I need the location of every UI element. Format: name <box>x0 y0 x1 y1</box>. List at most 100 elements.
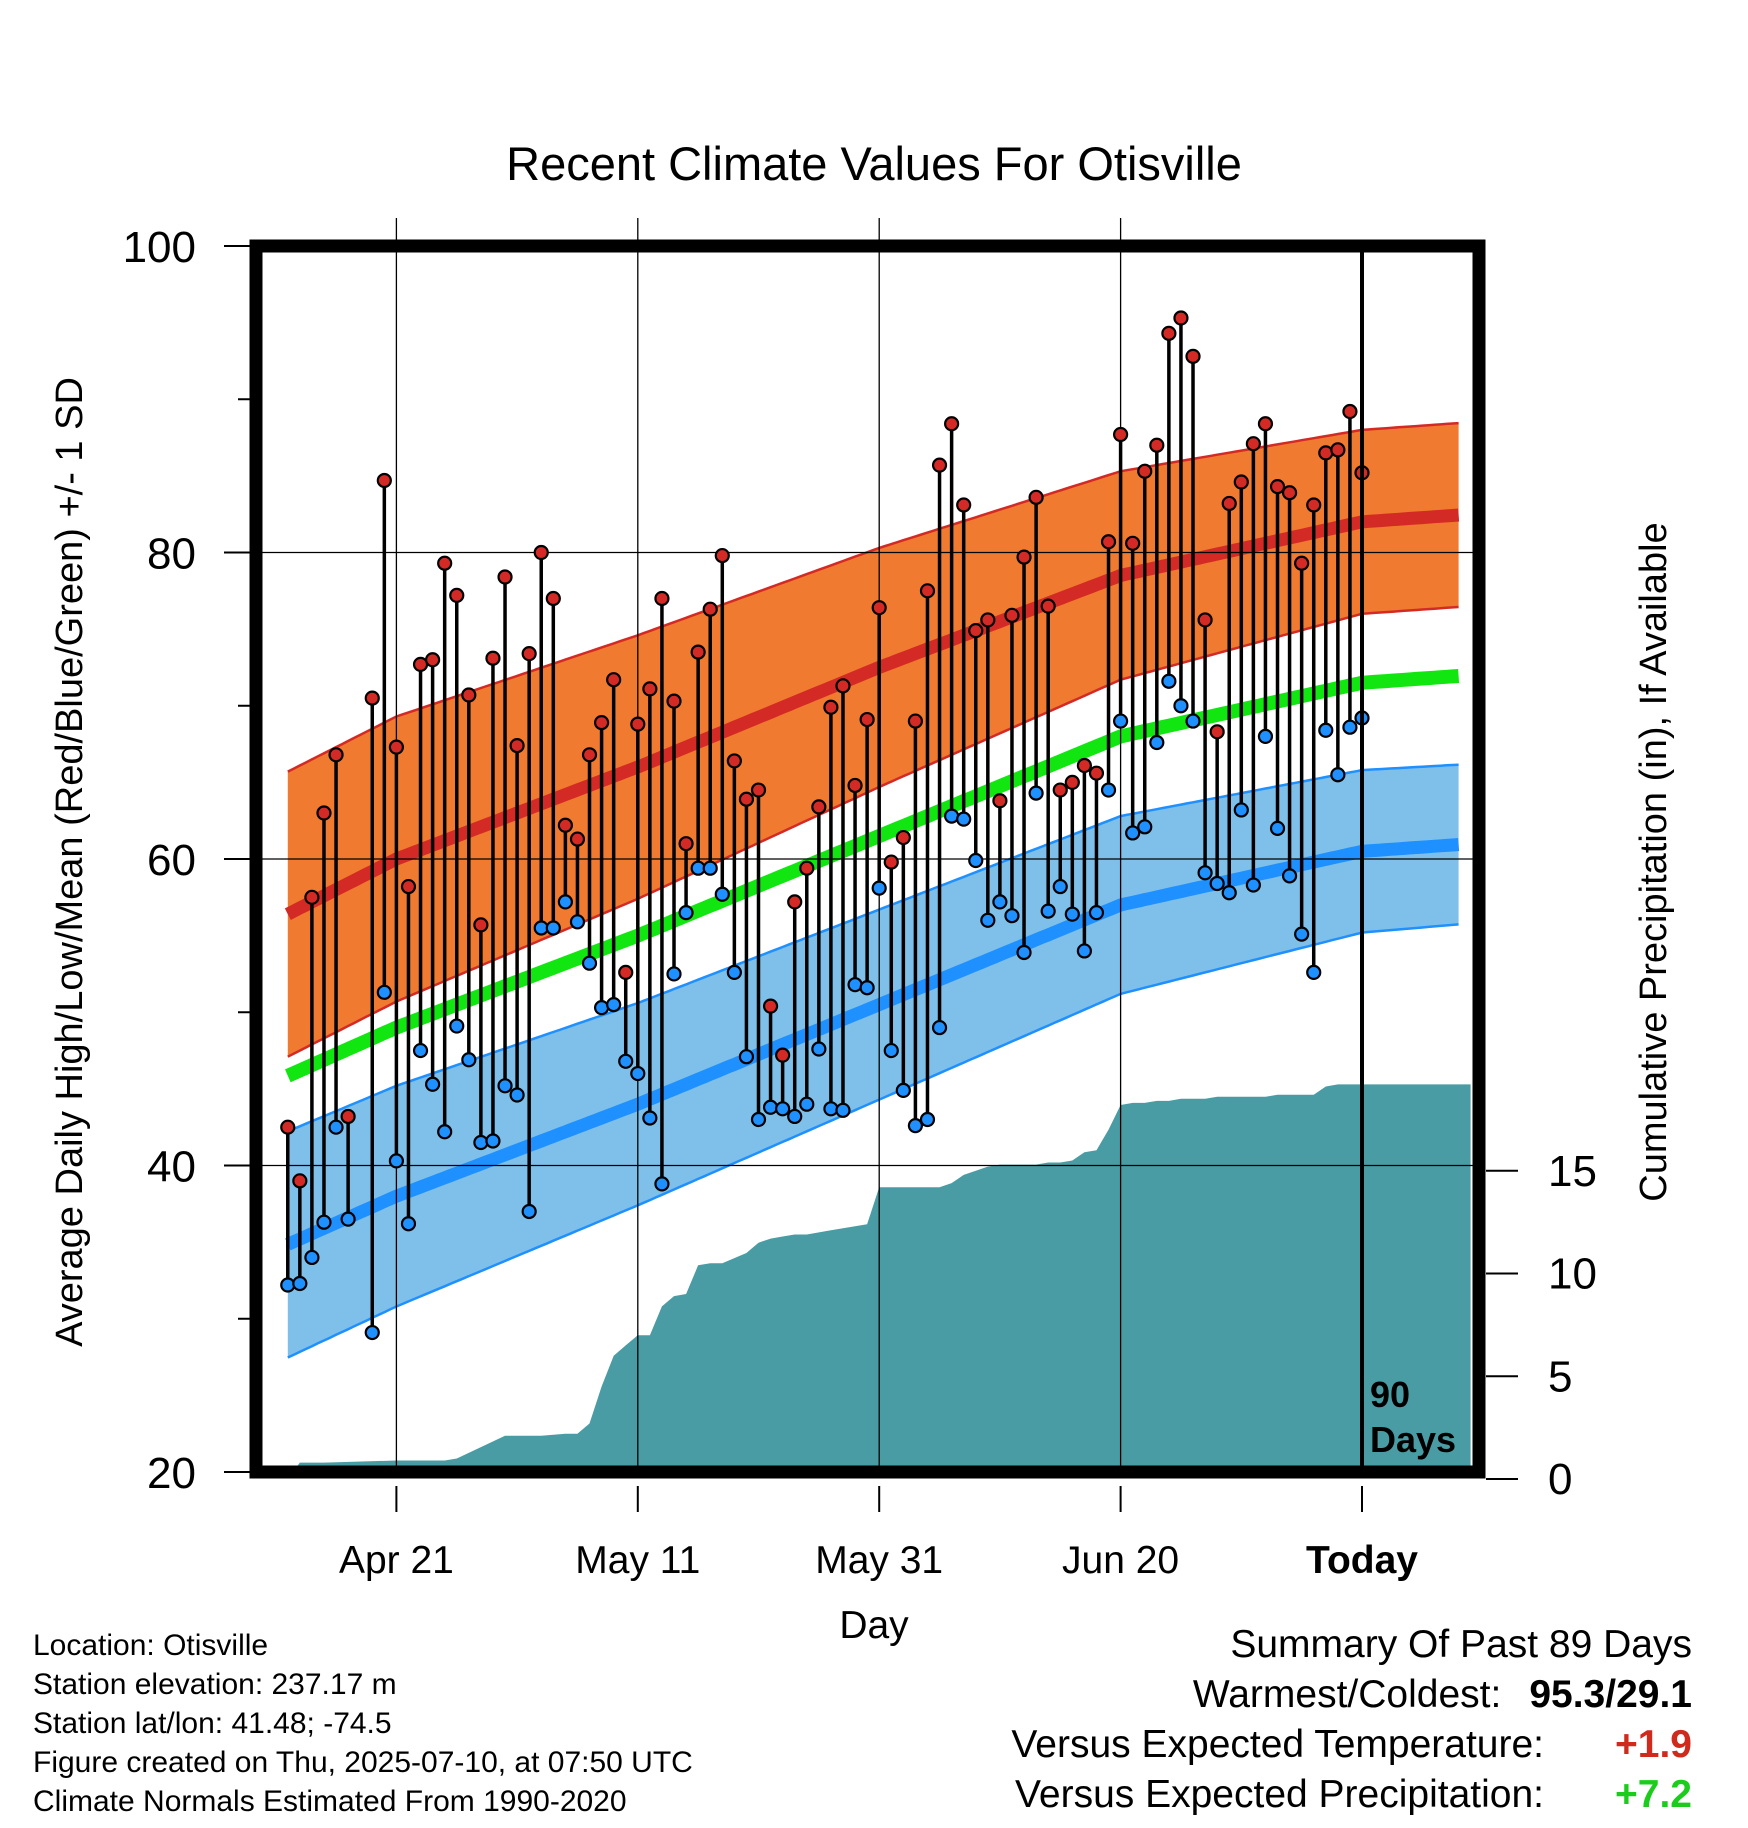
daily-low-point <box>1318 722 1334 738</box>
daily-high-point <box>461 687 477 703</box>
daily-high-point <box>328 747 344 763</box>
y2-axis-label: Cumulative Precipitation (in), If Availa… <box>1633 522 1675 1201</box>
daily-high-point <box>811 799 827 815</box>
daily-low-point <box>473 1134 489 1151</box>
daily-low-point <box>799 1096 815 1112</box>
y-tick-label: 60 <box>147 836 196 885</box>
daily-high-point <box>593 715 610 731</box>
daily-high-point <box>1294 555 1310 571</box>
daily-low-point <box>304 1249 320 1266</box>
daily-low-point <box>1197 865 1213 881</box>
daily-high-point <box>425 652 441 668</box>
x-tick-label: Apr 21 <box>339 1539 454 1582</box>
daily-low-point <box>931 1019 948 1036</box>
elevation-text: Station elevation: 237.17 m <box>33 1668 397 1701</box>
daily-low-point <box>956 811 972 827</box>
daily-low-point <box>364 1324 380 1341</box>
summary-warm-cold: Warmest/Coldest: 95.3/29.1 <box>1011 1670 1692 1720</box>
summary-title: Summary Of Past 89 Days <box>1230 1623 1692 1666</box>
daily-low-point <box>1306 964 1322 981</box>
summary-panel: Summary Of Past 89 Days Warmest/Coldest:… <box>1011 1620 1692 1820</box>
plot-frame <box>249 239 1486 1479</box>
daily-low-point <box>750 1111 767 1128</box>
daily-high-point <box>907 713 924 729</box>
daily-low-point <box>1004 908 1020 924</box>
daily-low-point <box>292 1275 308 1292</box>
station-info: Location: Otisville Station elevation: 2… <box>33 1626 693 1821</box>
daily-low-point <box>388 1153 404 1169</box>
daily-low-point <box>376 984 392 1000</box>
daily-high-point <box>1233 474 1249 490</box>
daily-low-point <box>944 808 960 824</box>
y2-tick-label: 5 <box>1548 1352 1572 1401</box>
daily-high-point <box>533 544 549 561</box>
daily-high-point <box>1185 348 1201 364</box>
x-tick-label: Today <box>1306 1539 1418 1582</box>
y-axis-label: Average Daily High/Low/Mean (Red/Blue/Gr… <box>49 377 91 1347</box>
y2-tick-label: 0 <box>1548 1455 1572 1504</box>
daily-high-point <box>509 737 525 754</box>
daily-low-point <box>412 1042 429 1059</box>
x-tick-label: May 11 <box>575 1539 700 1582</box>
low-normal-mean-line <box>285 838 1460 1251</box>
daily-low-point <box>654 1176 670 1192</box>
daily-high-point <box>1306 497 1322 513</box>
y-tick-label: 40 <box>147 1143 196 1192</box>
daily-low-point <box>871 880 887 896</box>
daily-high-point <box>702 601 718 617</box>
x-tick-label: Jun 20 <box>1062 1539 1179 1582</box>
daily-low-point <box>449 1018 465 1034</box>
daily-low-point <box>618 1053 634 1069</box>
daily-low-point <box>1233 802 1249 818</box>
daily-low-point <box>1209 875 1225 892</box>
daily-low-point <box>1221 885 1237 901</box>
daily-high-point <box>980 612 996 628</box>
precip-value: +7.2 <box>1615 1773 1692 1816</box>
daily-high-point <box>775 1047 791 1063</box>
daily-low-point <box>557 894 573 910</box>
chart-title: Recent Climate Values For Otisville <box>506 137 1242 190</box>
daily-low-point <box>787 1108 803 1125</box>
daily-low-point <box>461 1052 477 1068</box>
daily-high-point <box>1318 445 1334 461</box>
daily-high-point <box>1209 724 1225 740</box>
daily-high-point <box>1257 416 1274 432</box>
daily-low-point <box>919 1111 936 1128</box>
daily-low-point <box>400 1216 417 1232</box>
daily-high-point <box>666 693 682 709</box>
latlon-text: Station lat/lon: 41.48; -74.5 <box>33 1707 392 1740</box>
daily-high-point <box>1112 426 1129 443</box>
low-normal-band-upper <box>287 763 1459 1133</box>
daily-high-point <box>1245 436 1261 452</box>
daily-high-point <box>847 777 863 794</box>
daily-high-point <box>883 854 899 870</box>
high-normal-band <box>287 423 1459 1057</box>
daily-high-point <box>437 555 453 571</box>
precip-label: Versus Expected Precipitation: <box>1015 1773 1544 1816</box>
warm-cold-label: Warmest/Coldest: <box>1192 1673 1502 1716</box>
daily-low-point <box>485 1133 501 1149</box>
daily-low-point <box>569 914 586 930</box>
daily-high-point <box>1221 495 1237 512</box>
daily-high-point <box>1137 463 1153 479</box>
daily-low-point <box>1040 903 1056 919</box>
daily-low-point <box>1076 943 1092 959</box>
daily-low-point <box>1137 819 1153 835</box>
daily-low-point <box>678 905 694 921</box>
daily-high-point <box>581 747 598 763</box>
daily-low-point <box>497 1078 513 1094</box>
daily-low-point <box>437 1124 453 1140</box>
daily-low-point <box>1149 734 1165 751</box>
daily-high-point <box>726 753 742 769</box>
daily-high-point <box>292 1173 308 1189</box>
y2-tick-label: 10 <box>1548 1250 1597 1299</box>
daily-low-point <box>762 1099 779 1115</box>
daily-low-point <box>1257 728 1274 745</box>
daily-low-point <box>1088 905 1105 921</box>
daily-low-point <box>630 1065 646 1082</box>
daily-high-point <box>1149 437 1165 453</box>
daily-low-point <box>895 1082 911 1099</box>
daily-low-point <box>328 1119 344 1135</box>
